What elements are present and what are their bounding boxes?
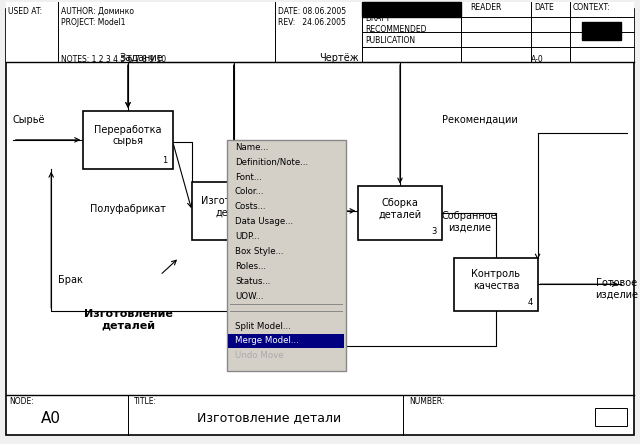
Text: Box Style...: Box Style... xyxy=(235,247,284,256)
Bar xyxy=(454,258,538,311)
Text: Задание: Задание xyxy=(119,53,163,63)
Text: A0: A0 xyxy=(41,411,61,426)
Text: Сырьё: Сырьё xyxy=(12,115,45,125)
Text: Собранное
изделие: Собранное изделие xyxy=(442,211,497,233)
Text: Сборка
деталей: Сборка деталей xyxy=(378,198,422,219)
Text: DATE: 08.06.2005: DATE: 08.06.2005 xyxy=(278,7,346,16)
Text: REV:   24.06.2005: REV: 24.06.2005 xyxy=(278,18,346,27)
Text: Переработка
сырья: Переработка сырья xyxy=(94,125,162,146)
Bar xyxy=(358,186,442,240)
Text: Брак: Брак xyxy=(58,275,83,285)
Text: Чертёж: Чертёж xyxy=(319,53,359,63)
Text: Изготовление
деталей: Изготовление деталей xyxy=(201,196,273,217)
Text: 2: 2 xyxy=(271,227,276,236)
Text: PUBLICATION: PUBLICATION xyxy=(365,36,415,45)
Text: Изготовление
деталей: Изготовление деталей xyxy=(84,309,172,330)
Bar xyxy=(192,182,282,240)
Text: Status...: Status... xyxy=(235,277,270,286)
Text: 1: 1 xyxy=(163,156,168,165)
Text: Data Usage...: Data Usage... xyxy=(235,217,293,226)
Text: Контроль
качества: Контроль качества xyxy=(472,269,520,290)
Text: AUTHOR: Доминко: AUTHOR: Доминко xyxy=(61,7,134,16)
Text: UOW...: UOW... xyxy=(235,292,264,301)
Text: NODE:: NODE: xyxy=(10,397,35,406)
Bar xyxy=(595,408,627,426)
Text: Split Model...: Split Model... xyxy=(235,321,291,330)
Text: Roles...: Roles... xyxy=(235,262,266,271)
Text: NUMBER:: NUMBER: xyxy=(410,397,445,406)
Text: Изготовление детали: Изготовление детали xyxy=(196,411,341,424)
Bar xyxy=(362,2,461,17)
Bar xyxy=(83,111,173,169)
Text: RECOMMENDED: RECOMMENDED xyxy=(365,25,426,34)
Bar xyxy=(228,333,344,348)
Text: USED AT:: USED AT: xyxy=(8,7,42,16)
Text: 4: 4 xyxy=(527,298,532,307)
Text: WORKING: WORKING xyxy=(365,3,403,12)
Text: UDP...: UDP... xyxy=(235,232,259,241)
Bar xyxy=(6,2,634,62)
Text: PROJECT: Model1: PROJECT: Model1 xyxy=(61,18,125,27)
Text: A-0: A-0 xyxy=(531,56,544,64)
Text: Рекомендации: Рекомендации xyxy=(442,115,518,125)
Text: TITLE:: TITLE: xyxy=(134,397,157,406)
Text: DRAFT: DRAFT xyxy=(365,14,390,23)
Text: Color...: Color... xyxy=(235,187,264,197)
Text: NOTES: 1 2 3 4 5 6 7 8 9 10: NOTES: 1 2 3 4 5 6 7 8 9 10 xyxy=(61,56,166,64)
Text: DATE: DATE xyxy=(534,3,554,12)
Text: READER: READER xyxy=(470,3,502,12)
Bar xyxy=(227,140,346,371)
Text: Name...: Name... xyxy=(235,143,268,152)
Bar xyxy=(582,22,621,40)
Text: Font...: Font... xyxy=(235,173,262,182)
Text: Costs...: Costs... xyxy=(235,202,266,211)
Text: Definition/Note...: Definition/Note... xyxy=(235,158,308,166)
Text: Полуфабрикат: Полуфабрикат xyxy=(90,204,166,214)
Text: Undo Move: Undo Move xyxy=(235,351,284,361)
Text: 3: 3 xyxy=(431,227,436,236)
Text: Merge Model...: Merge Model... xyxy=(235,337,299,345)
Text: CONTEXT:: CONTEXT: xyxy=(573,3,611,12)
Text: Готовое
изделие: Готовое изделие xyxy=(595,278,638,299)
